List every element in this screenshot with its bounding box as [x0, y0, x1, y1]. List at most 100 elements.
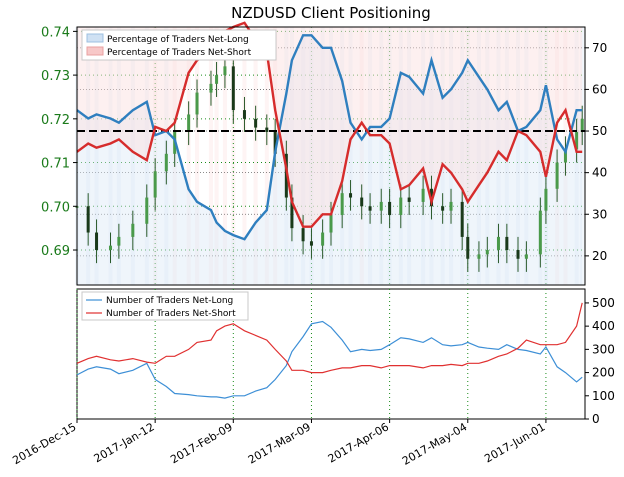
candle-body: [223, 66, 227, 76]
candle-body: [485, 250, 489, 255]
sentiment-band: [485, 27, 490, 285]
net-short-fill: [77, 22, 583, 227]
left-axis-tick-label: 0.73: [41, 69, 70, 84]
sentiment-band: [320, 27, 325, 285]
candle-body: [555, 162, 559, 189]
x-axis-tick-label: 2017-Jan-12: [92, 420, 157, 465]
candle-body: [164, 153, 168, 172]
candle-body: [349, 193, 353, 198]
right-axis-tick-label: 50: [592, 124, 607, 138]
candle-body: [321, 232, 325, 246]
candle-body: [254, 118, 258, 128]
left-axis-tick-label: 0.70: [41, 200, 70, 215]
sentiment-band: [195, 27, 200, 285]
candle-body: [301, 228, 305, 242]
sentiment-band: [407, 27, 412, 285]
main-legend: Percentage of Traders Net-Long Percentag…: [81, 29, 277, 61]
candle-body: [273, 131, 277, 154]
count-axis-tick-label: 0: [592, 412, 600, 426]
main-panel-frame: [76, 26, 586, 286]
candle-body: [460, 201, 464, 237]
candle-body: [388, 201, 392, 216]
candle-body: [538, 210, 542, 255]
candle-body: [449, 201, 453, 211]
candle-body: [580, 118, 584, 132]
candle-body: [329, 215, 333, 233]
candle-body: [496, 236, 500, 251]
candle-body: [421, 188, 425, 202]
sentiment-band: [496, 27, 501, 285]
candle-body: [195, 92, 199, 115]
candle-body: [215, 75, 219, 84]
sentiment-band: [214, 27, 219, 285]
count-legend: Number of Traders Net-Long Number of Tra…: [81, 291, 249, 321]
chart-title: NZDUSD Client Positioning: [231, 4, 431, 22]
candle-body: [516, 250, 520, 259]
sentiment-band: [116, 27, 121, 285]
candle-body: [231, 66, 235, 111]
right-axis-tick-label: 40: [592, 166, 607, 180]
count-axis-tick-label: 100: [592, 389, 615, 403]
sentiment-band: [440, 27, 445, 285]
count-axis-tick-label: 500: [592, 296, 615, 310]
legend-label-count-short: Number of Traders Net-Short: [106, 309, 236, 319]
sentiment-band: [398, 27, 403, 285]
candle-body: [575, 131, 579, 150]
sentiment-band: [421, 27, 426, 285]
legend-swatch-net-long: [86, 33, 104, 43]
legend-swatch-net-short: [86, 46, 104, 56]
left-axis-tick-label: 0.72: [41, 113, 70, 128]
x-axis-tick-label: 2017-Apr-06: [326, 420, 391, 465]
candle-body: [399, 197, 403, 216]
sentiment-band: [368, 27, 373, 285]
candle-body: [407, 197, 411, 202]
candle-body: [117, 236, 121, 246]
candle-body: [340, 193, 344, 216]
candle-body: [477, 254, 481, 259]
candle-body: [209, 83, 213, 93]
sentiment-band: [242, 27, 247, 285]
candle-body: [187, 114, 191, 132]
candle-body: [95, 232, 99, 251]
net-long-count-line: [76, 320, 583, 399]
left-axis-tick-label: 0.74: [41, 25, 70, 40]
candle-body: [265, 127, 269, 132]
right-axis-tick-label: 20: [592, 249, 607, 263]
net-short-count-line: [76, 302, 583, 374]
sentiment-band: [108, 27, 113, 285]
sentiment-band: [329, 27, 333, 285]
sentiment-band: [429, 27, 434, 285]
candle-body: [153, 171, 157, 198]
sentiment-band: [253, 27, 258, 285]
candle-body: [441, 206, 445, 211]
sentiment-band: [186, 27, 191, 285]
sentiment-band: [222, 27, 227, 285]
count-axis-tick-label: 400: [592, 319, 615, 333]
sentiment-band: [301, 27, 306, 285]
sentiment-band: [524, 27, 529, 285]
sentiment-band: [504, 27, 509, 285]
sentiment-band: [348, 27, 353, 285]
candle-body: [290, 197, 294, 229]
sentiment-band: [476, 27, 481, 285]
candle-body: [368, 206, 372, 211]
legend-label-count-long: Number of Traders Net-Long: [106, 296, 233, 306]
sentiment-band: [516, 27, 521, 285]
right-axis-tick-label: 30: [592, 207, 607, 221]
sentiment-band: [94, 27, 99, 285]
sentiment-band: [86, 27, 91, 285]
sentiment-band: [449, 27, 454, 285]
x-axis-tick-label: 2017-Jun-01: [482, 420, 547, 465]
x-axis-tick-label: 2016-Dec-15: [10, 420, 78, 467]
sentiment-band: [340, 27, 345, 285]
sentiment-band: [130, 27, 135, 285]
candle-body: [524, 254, 528, 259]
sentiment-band: [580, 27, 585, 285]
candle-body: [309, 241, 313, 246]
count-axis-tick-label: 300: [592, 342, 615, 356]
candle-body: [505, 236, 509, 251]
net-long-fill: [77, 35, 583, 285]
sentiment-band: [208, 27, 213, 285]
candle-body: [563, 149, 567, 163]
